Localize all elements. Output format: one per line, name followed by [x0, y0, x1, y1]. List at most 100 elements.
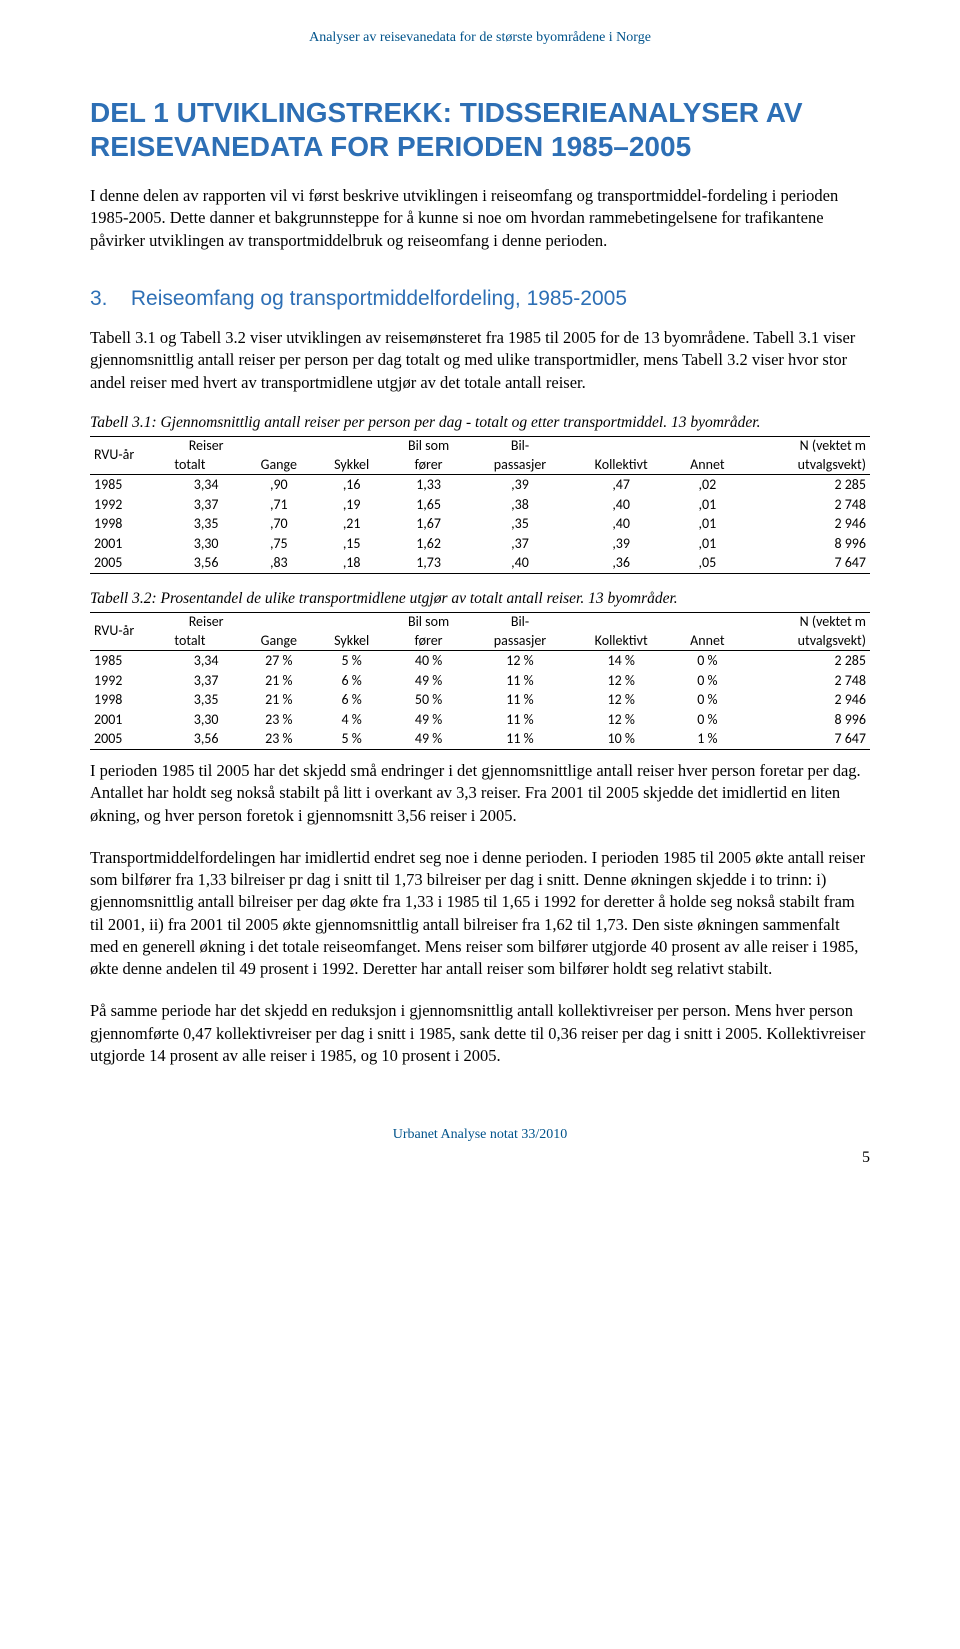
col-rvu: RVU-år [90, 436, 170, 475]
col2-gange: Gange [242, 612, 316, 651]
table-cell: 2005 [90, 553, 170, 573]
col2-kollektivt: Kollektivt [570, 612, 672, 651]
col-reiser-a: Reiser [170, 436, 241, 455]
col-n-b: utvalgsvekt) [743, 456, 870, 475]
col-n-a: N (vektet m [743, 436, 870, 455]
table-cell: ,05 [672, 553, 743, 573]
table-cell: ,39 [570, 534, 672, 554]
col2-n-a: N (vektet m [743, 612, 870, 631]
table-row: 20013,30,75,151,62,37,39,018 996 [90, 534, 870, 554]
section-title: Reiseomfang og transportmiddelfordeling,… [131, 287, 627, 310]
table-cell: ,40 [470, 553, 571, 573]
table-cell: ,35 [470, 514, 571, 534]
table-cell: 3,30 [170, 710, 241, 730]
table-cell: 1,73 [388, 553, 470, 573]
table-cell: 1,62 [388, 534, 470, 554]
table-cell: 49 % [388, 671, 470, 691]
table-cell: 1998 [90, 514, 170, 534]
table-cell: ,36 [570, 553, 672, 573]
col2-rvu: RVU-år [90, 612, 170, 651]
table-cell: 23 % [242, 729, 316, 749]
table-cell: ,01 [672, 534, 743, 554]
table-row: 19983,3521 %6 %50 %11 %12 %0 %2 946 [90, 690, 870, 710]
table-cell: ,19 [316, 495, 388, 515]
table-cell: 8 996 [743, 534, 870, 554]
table-cell: 1,33 [388, 475, 470, 495]
section-number: 3. [90, 287, 108, 310]
table-cell: 2 285 [743, 475, 870, 495]
table-cell: 3,34 [170, 475, 241, 495]
col2-reiser-b: totalt [170, 632, 241, 651]
document-title: DEL 1 UTVIKLINGSTREKK: TIDSSERIEANALYSER… [90, 96, 870, 163]
col-bilsom-b: fører [388, 456, 470, 475]
table-cell: 10 % [570, 729, 672, 749]
table-cell: 49 % [388, 710, 470, 730]
table-cell: ,21 [316, 514, 388, 534]
col-sykkel: Sykkel [316, 436, 388, 475]
table-cell: ,01 [672, 514, 743, 534]
table-cell: 2001 [90, 534, 170, 554]
table-cell: 4 % [316, 710, 388, 730]
table-row: 19923,3721 %6 %49 %11 %12 %0 %2 748 [90, 671, 870, 691]
page-number: 5 [90, 1149, 870, 1167]
table-cell: ,16 [316, 475, 388, 495]
table-cell: 12 % [570, 671, 672, 691]
table-cell: 6 % [316, 671, 388, 691]
table-cell: 11 % [470, 671, 571, 691]
table-cell: 21 % [242, 690, 316, 710]
table-cell: 0 % [672, 671, 743, 691]
table-cell: 2 946 [743, 514, 870, 534]
table-cell: 2001 [90, 710, 170, 730]
table-cell: 2005 [90, 729, 170, 749]
table-cell: 2 748 [743, 495, 870, 515]
table-cell: 23 % [242, 710, 316, 730]
table-cell: 3,37 [170, 671, 241, 691]
table-cell: 11 % [470, 710, 571, 730]
table-row: 20013,3023 %4 %49 %11 %12 %0 %8 996 [90, 710, 870, 730]
table-cell: 2 285 [743, 651, 870, 671]
table-cell: 1985 [90, 651, 170, 671]
table-row: 19923,37,71,191,65,38,40,012 748 [90, 495, 870, 515]
intro-paragraph: I denne delen av rapporten vil vi først … [90, 185, 870, 252]
table-cell: 27 % [242, 651, 316, 671]
table-cell: 5 % [316, 651, 388, 671]
table-cell: ,39 [470, 475, 571, 495]
table-cell: 49 % [388, 729, 470, 749]
table-cell: ,15 [316, 534, 388, 554]
section-3-heading: 3. Reiseomfang og transportmiddelfordeli… [90, 287, 870, 311]
table-cell: 50 % [388, 690, 470, 710]
table-cell: 1,67 [388, 514, 470, 534]
table-cell: 6 % [316, 690, 388, 710]
col-kollektivt: Kollektivt [570, 436, 672, 475]
table-cell: 1998 [90, 690, 170, 710]
table-cell: 2 946 [743, 690, 870, 710]
col2-sykkel: Sykkel [316, 612, 388, 651]
table-3-1: RVU-år Reiser Gange Sykkel Bil som Bil- … [90, 436, 870, 574]
running-header: Analyser av reisevanedata for de største… [90, 30, 870, 46]
table-3-2-caption: Tabell 3.2: Prosentandel de ulike transp… [90, 590, 870, 608]
col-bilpass-b: passasjer [470, 456, 571, 475]
col-bilpass-a: Bil- [470, 436, 571, 455]
table-cell: 5 % [316, 729, 388, 749]
table-cell: 1992 [90, 495, 170, 515]
table-cell: 14 % [570, 651, 672, 671]
table-3-2: RVU-år Reiser Gange Sykkel Bil som Bil- … [90, 612, 870, 750]
section-3-intro: Tabell 3.1 og Tabell 3.2 viser utvikling… [90, 327, 870, 394]
col-annet: Annet [672, 436, 743, 475]
table-cell: 3,35 [170, 514, 241, 534]
table-cell: ,47 [570, 475, 672, 495]
table-3-1-caption: Tabell 3.1: Gjennomsnittlig antall reise… [90, 414, 870, 432]
table-cell: ,38 [470, 495, 571, 515]
table-cell: ,01 [672, 495, 743, 515]
table-cell: 8 996 [743, 710, 870, 730]
table-cell: ,75 [242, 534, 316, 554]
table-cell: 1992 [90, 671, 170, 691]
table-cell: 3,35 [170, 690, 241, 710]
table-cell: 1,65 [388, 495, 470, 515]
table-row: 20053,56,83,181,73,40,36,057 647 [90, 553, 870, 573]
col-reiser-b: totalt [170, 456, 241, 475]
table-row: 19983,35,70,211,67,35,40,012 946 [90, 514, 870, 534]
table-cell: 3,56 [170, 553, 241, 573]
table-cell: 0 % [672, 690, 743, 710]
table-cell: 12 % [570, 690, 672, 710]
